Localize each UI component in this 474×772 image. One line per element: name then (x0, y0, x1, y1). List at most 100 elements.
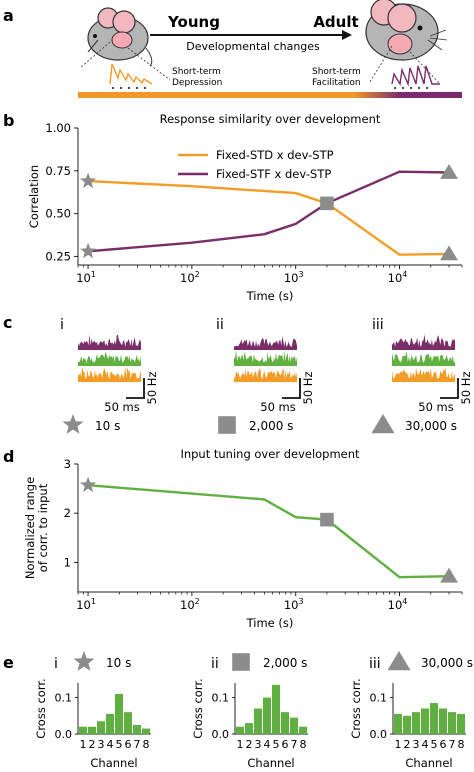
panel-b-title: Response similarity over development (160, 112, 381, 126)
bar (88, 726, 96, 734)
bar (97, 721, 105, 734)
x-tick-label: 6 (282, 738, 289, 751)
young-mouse-illustration (87, 7, 153, 67)
rate-trace (78, 351, 141, 366)
rate-trace (78, 366, 141, 382)
x-axis-label: Channel (90, 756, 137, 770)
bar (236, 726, 244, 734)
y-tick-label: 0.50 (45, 207, 71, 221)
x-tick-label: 5 (116, 738, 123, 751)
y-axis-label: Cross corr. (191, 678, 205, 738)
triangle-marker (440, 567, 458, 583)
rate-trace (234, 368, 297, 382)
x-tick-label: 8 (300, 738, 307, 751)
panel-b-label: b (3, 111, 14, 130)
bar (281, 712, 289, 734)
group-roman-iii: iii (372, 317, 384, 333)
scale-y-label: 50 Hz (459, 372, 473, 405)
y-tick-label: 0.0 (55, 728, 73, 741)
star-marker (80, 172, 97, 188)
series-line-1 (88, 179, 450, 256)
group-roman-i: i (60, 317, 64, 333)
time-label: 30,000 s (421, 656, 473, 670)
young-label: Young (167, 13, 220, 31)
panel-e-label: e (3, 653, 14, 672)
y-tick-label: 0.1 (370, 692, 388, 705)
x-tick-label: 4 (264, 738, 271, 751)
triangle-marker (387, 651, 411, 671)
x-axis-label: Channel (405, 756, 452, 770)
stimulus-dots-left (112, 87, 146, 89)
panel-c-label: c (3, 313, 12, 332)
rate-trace (234, 350, 297, 366)
development-gradient-bar (78, 92, 462, 98)
x-tick-label: 5 (431, 738, 438, 751)
y-axis-label: Correlation (27, 165, 41, 228)
x-tick-label: 6 (125, 738, 132, 751)
std-caption-line2: Depression (172, 78, 222, 88)
x-axis-label: Channel (247, 756, 294, 770)
x-tick-label: 1 (80, 738, 87, 751)
input-tuning-chart: 1 2 3 101 102 103 104 Time (s) Normalized range o… (23, 457, 463, 630)
triangle-marker (371, 414, 395, 434)
std-caption-line1: Short-term (172, 67, 221, 77)
x-axis-label: Time (s) (246, 289, 294, 303)
adult-label: Adult (313, 13, 358, 31)
panel-b: b Response similarity over development 0… (3, 111, 463, 303)
x-tick-label: 104 (388, 270, 408, 285)
bar (421, 708, 429, 734)
bar (299, 726, 307, 734)
bar (457, 713, 465, 734)
time-label: 10 s (106, 656, 131, 670)
x-tick-label: 3 (413, 738, 420, 751)
square-marker (320, 196, 334, 211)
rate-trace (392, 367, 455, 382)
panel-d: d Input tuning over development 1 2 3 101 10… (3, 447, 463, 630)
x-tick-label: 8 (458, 738, 465, 751)
group-roman-iii: iii (369, 656, 381, 672)
y-tick-label: 3 (64, 457, 71, 471)
triangle-marker (440, 164, 458, 179)
group-roman-i: i (54, 656, 58, 672)
y-tick-label: 1.00 (45, 121, 71, 135)
star-marker (62, 414, 84, 434)
y-tick-label: 0.75 (45, 164, 71, 178)
x-tick-label: 101 (76, 597, 96, 612)
x-tick-label: 2 (404, 738, 411, 751)
group-roman-ii: ii (211, 656, 219, 672)
legend-label-1: Fixed-STD x dev-STP (216, 148, 334, 162)
x-tick-label: 7 (291, 738, 298, 751)
facilitation-trace (391, 65, 440, 87)
star-marker (73, 651, 95, 671)
similarity-chart: 0.25 0.50 0.75 1.00 101 102 103 104 Time (s) Corr… (27, 121, 463, 303)
x-tick-label: 102 (180, 270, 200, 285)
y-tick-label: 0.1 (55, 692, 73, 705)
time-label: 30,000 s (405, 419, 457, 433)
scale-bar (282, 378, 301, 399)
bar (124, 712, 132, 734)
scale-y-label: 50 Hz (301, 372, 315, 405)
rate-trace (234, 336, 297, 350)
x-tick-label: 8 (143, 738, 150, 751)
scale-bar (126, 378, 145, 399)
scale-y-label: 50 Hz (145, 372, 159, 405)
x-tick-label: 1 (237, 738, 244, 751)
triangle-marker (440, 245, 458, 261)
x-tick-label: 4 (422, 738, 429, 751)
panel-a: a Young Adult Developmental (3, 0, 462, 98)
x-tick-label: 5 (273, 738, 280, 751)
development-arrow (150, 30, 352, 40)
x-tick-label: 2 (246, 738, 253, 751)
developmental-changes-text: Developmental changes (186, 40, 320, 53)
x-tick-label: 102 (180, 597, 200, 612)
panel-d-title: Input tuning over development (180, 447, 360, 461)
y-axis-label-line2: of corr. to input (36, 483, 50, 572)
bar (263, 697, 271, 734)
x-tick-label: 2 (89, 738, 96, 751)
bar (142, 728, 150, 734)
star-marker (80, 242, 97, 259)
time-label: 2,000 s (249, 419, 293, 433)
bar (254, 708, 262, 734)
panel-d-label: d (3, 447, 14, 466)
